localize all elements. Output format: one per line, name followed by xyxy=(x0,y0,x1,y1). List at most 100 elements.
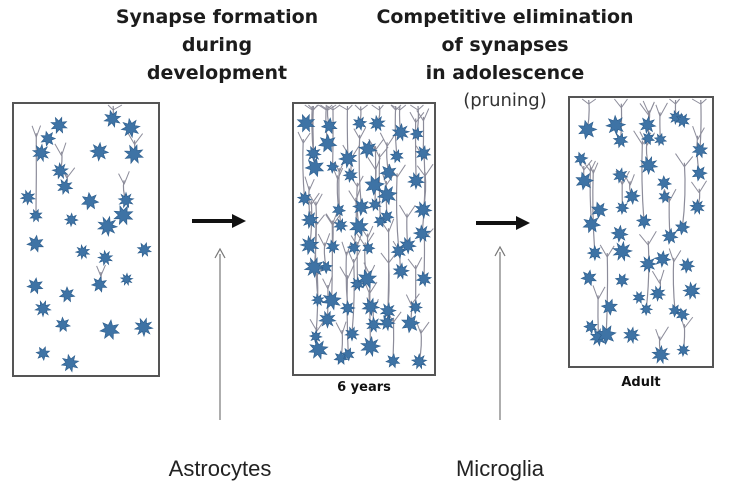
neuron-cell xyxy=(640,131,656,146)
neuron-cell xyxy=(136,241,153,258)
neuron-cell xyxy=(319,260,333,275)
neuron-cell xyxy=(412,224,432,243)
neuron-cell xyxy=(638,155,659,176)
neuron-cell xyxy=(691,165,708,182)
neuron-cell xyxy=(60,353,80,373)
neuron-cell xyxy=(40,130,57,147)
neuron-cell xyxy=(582,214,602,234)
neuron-cell xyxy=(119,272,134,287)
neuron-cell xyxy=(318,310,337,329)
neuron-cell xyxy=(583,319,598,335)
neuron-cell xyxy=(638,115,657,135)
neuron-field-intermediate xyxy=(573,98,709,365)
neuron-cell xyxy=(632,290,646,305)
neuron-cell xyxy=(361,297,381,317)
neuron-cell xyxy=(651,344,671,365)
neuron-cell xyxy=(676,343,691,358)
neuron-cell xyxy=(407,172,426,190)
dendrite xyxy=(415,145,431,234)
dendrite xyxy=(332,165,344,211)
neuron-cell xyxy=(310,293,325,308)
neuron-cell xyxy=(339,300,356,317)
dendrite xyxy=(353,127,367,208)
neuron-cell xyxy=(352,115,368,131)
neuron-cell xyxy=(117,191,135,209)
neuron-cell xyxy=(31,143,51,163)
neuron-cell xyxy=(410,353,428,370)
dendrite xyxy=(350,233,363,284)
neuron-cell xyxy=(600,298,618,316)
neuron-cell xyxy=(656,175,673,191)
neuron-cell xyxy=(331,202,347,218)
dendrite xyxy=(633,130,652,222)
neuron-cell xyxy=(573,151,589,167)
neuron-cell xyxy=(653,250,672,268)
neuron-cell xyxy=(586,244,603,262)
neuron-cell xyxy=(81,191,100,211)
neuron-cell xyxy=(391,122,411,142)
neuron-cell xyxy=(51,162,69,180)
neuron-cell xyxy=(376,184,398,206)
panel-early-development xyxy=(12,102,160,377)
neuron-cell xyxy=(398,236,417,255)
neuron-cell xyxy=(308,329,323,344)
neuron-cell xyxy=(26,234,45,253)
neuron-cell xyxy=(392,262,410,280)
neuron-cell xyxy=(342,167,358,184)
neuron-cell xyxy=(89,141,110,162)
neuron-cell xyxy=(389,149,404,164)
neuron-cell xyxy=(379,209,395,224)
neuron-cell xyxy=(344,326,360,342)
neuron-cell xyxy=(658,189,672,204)
neuron-cell xyxy=(612,240,633,262)
neuron-cell xyxy=(639,255,658,273)
neuron-cell xyxy=(390,242,408,260)
neuron-cell xyxy=(365,316,382,333)
dendrite xyxy=(31,125,42,216)
neuron-cell xyxy=(379,163,398,182)
neuron-cell xyxy=(296,113,316,133)
neuron-cell xyxy=(408,299,424,315)
dendrite xyxy=(588,162,599,254)
dendrite xyxy=(380,218,395,311)
dendrite xyxy=(599,244,615,335)
heading-line: during xyxy=(181,34,253,56)
neuron-cell xyxy=(591,201,609,219)
panel-label-adult: Adult xyxy=(621,375,661,390)
neuron-cell xyxy=(74,244,91,260)
neuron-cell xyxy=(317,133,338,153)
neuron-cell xyxy=(300,210,320,230)
panel-adult xyxy=(568,96,714,368)
dendrite xyxy=(297,131,311,199)
neuron-cell xyxy=(368,197,382,212)
dendrite xyxy=(347,249,362,334)
neuron-cell xyxy=(649,285,667,302)
neuron-cell xyxy=(357,268,378,289)
neuron-cell xyxy=(580,269,597,287)
dendrite xyxy=(325,213,337,301)
neuron-cell xyxy=(346,240,361,255)
heading-line: of synapses xyxy=(441,34,569,56)
neuron-cell xyxy=(605,114,627,136)
neuron-cell xyxy=(120,117,141,139)
neuron-cell xyxy=(610,224,629,243)
neuron-cell xyxy=(415,145,432,162)
neuron-cell xyxy=(413,200,433,220)
microglia-arrow xyxy=(494,245,506,420)
neuron-cell xyxy=(596,324,617,346)
neuron-cell xyxy=(321,290,342,311)
neuron-cell xyxy=(103,109,122,128)
dendrite xyxy=(639,230,657,310)
pruning-note: (pruning) xyxy=(463,90,547,111)
neuron-cell xyxy=(35,346,51,362)
dendrite xyxy=(304,104,319,154)
neuron-cell xyxy=(26,277,44,295)
neuron-cell xyxy=(333,217,349,234)
neuron-cell xyxy=(409,126,424,142)
neuron-cell xyxy=(577,119,598,140)
neuron-cell xyxy=(349,216,369,237)
neuron-cell xyxy=(326,160,340,174)
neuron-cell xyxy=(612,132,629,149)
neuron-cell xyxy=(368,114,386,133)
astrocytes-label: Astrocytes xyxy=(168,456,272,481)
